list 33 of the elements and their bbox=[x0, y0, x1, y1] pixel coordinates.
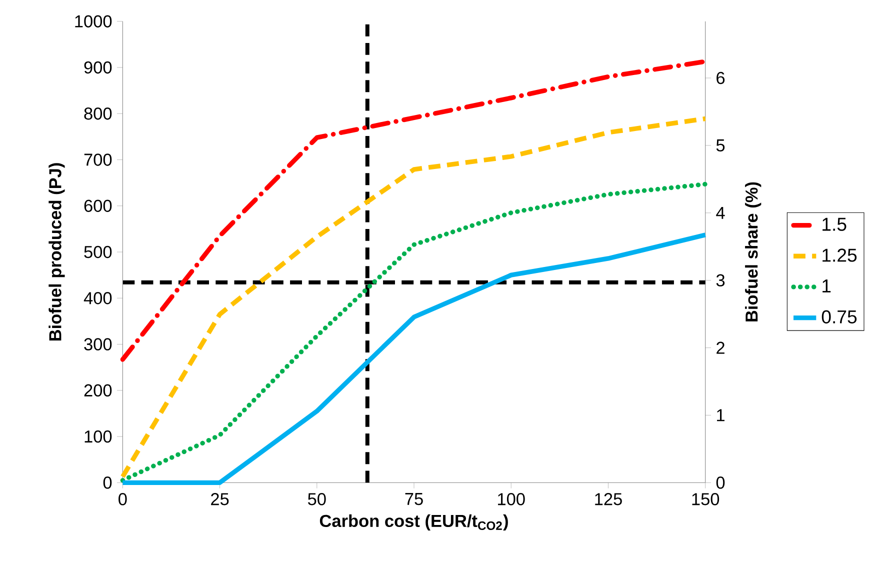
y-tick-label: 1000 bbox=[75, 15, 112, 28]
x-tick-label: 100 bbox=[498, 493, 525, 506]
y2-tick-label: 5 bbox=[716, 139, 725, 152]
y-tick-label: 700 bbox=[84, 154, 112, 166]
y-tick-label: 900 bbox=[84, 61, 112, 74]
y-axis-title: Biofuel produced (PJ) bbox=[48, 163, 65, 341]
y-tick-label: 100 bbox=[84, 430, 112, 443]
y-tick-label: 200 bbox=[84, 384, 112, 397]
y-tick-label: 600 bbox=[84, 200, 112, 212]
x-tick-label: 0 bbox=[118, 493, 127, 506]
x-tick-label: 75 bbox=[405, 493, 423, 506]
x-axis-title: Carbon cost (EUR/t$_{CO2}$) bbox=[320, 514, 508, 530]
y-tick-label: 400 bbox=[84, 292, 112, 304]
y-tick-label: 800 bbox=[84, 107, 112, 120]
y2-tick-label: 3 bbox=[716, 274, 725, 286]
y-tick-label: 300 bbox=[84, 338, 112, 350]
x-tick-label: 25 bbox=[211, 493, 229, 506]
y2-axis-title: Biofuel share (%) bbox=[745, 182, 762, 322]
legend-label: 1.25 bbox=[822, 248, 857, 262]
legend-label: 1.5 bbox=[822, 218, 846, 231]
legend-label: 0.75 bbox=[822, 310, 857, 324]
legend-label: 1 bbox=[822, 280, 831, 292]
y-tick-label: 500 bbox=[84, 246, 112, 258]
y2-tick-label: 1 bbox=[717, 409, 724, 422]
x-tick-label: 50 bbox=[308, 493, 326, 506]
y2-tick-label: 2 bbox=[716, 342, 724, 354]
y2-tick-label: 0 bbox=[716, 476, 725, 489]
x-tick-label: 150 bbox=[692, 493, 720, 506]
y2-tick-label: 6 bbox=[716, 72, 725, 84]
line-series bbox=[120, 116, 708, 479]
y2-tick-label: 4 bbox=[716, 206, 725, 219]
y-tick-label: 0 bbox=[103, 476, 112, 489]
x-tick-label: 125 bbox=[595, 493, 622, 506]
